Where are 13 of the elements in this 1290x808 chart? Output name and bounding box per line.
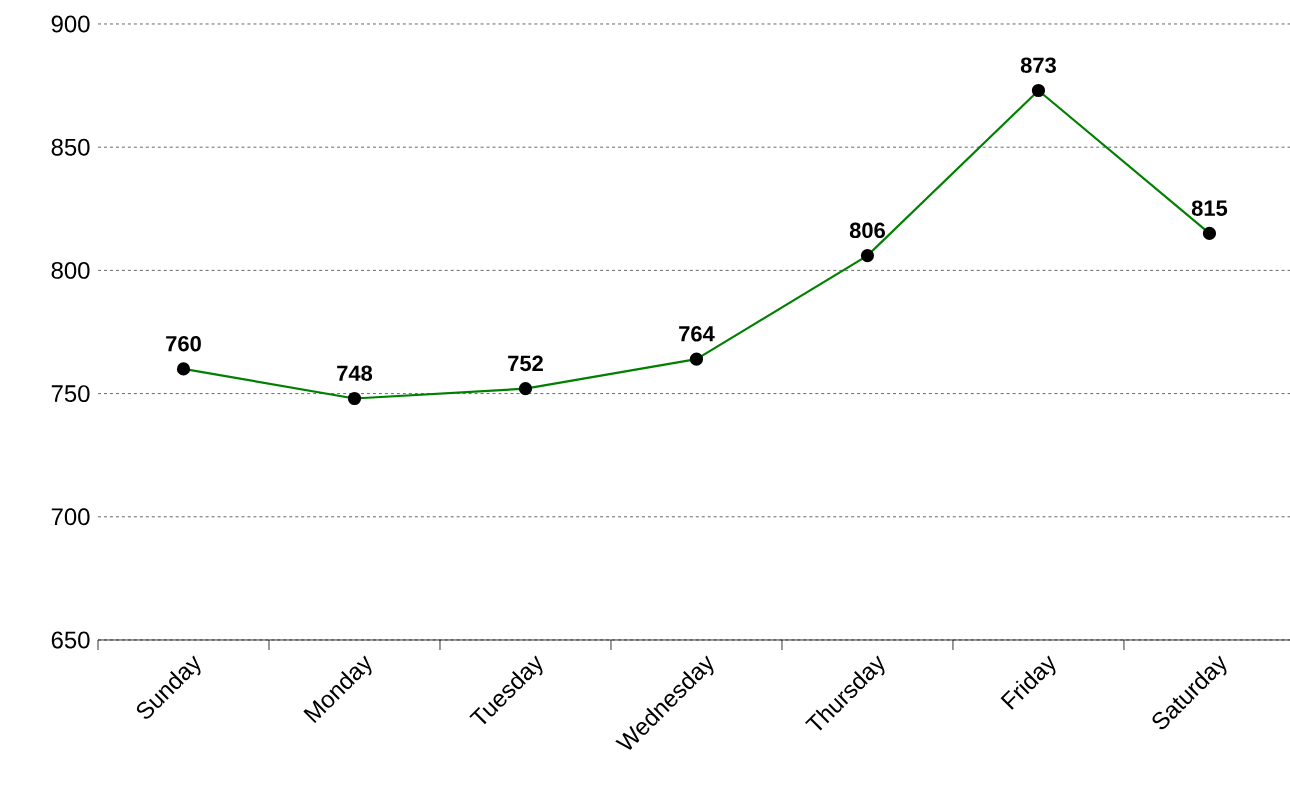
y-tick-label: 900 [51,15,90,33]
data-label: 748 [337,365,373,381]
y-tick-label: 750 [51,385,90,403]
y-tick-label: 800 [51,261,90,279]
y-tick-label: 850 [51,138,90,156]
data-label: 752 [508,355,543,372]
data-label: 815 [1191,200,1228,216]
data-label: 760 [166,335,201,352]
data-label: 764 [679,326,715,342]
data-label: 806 [849,222,885,239]
data-label: 873 [1020,57,1056,73]
y-tick-label: 700 [51,508,90,526]
y-tick-label: 650 [51,631,90,649]
